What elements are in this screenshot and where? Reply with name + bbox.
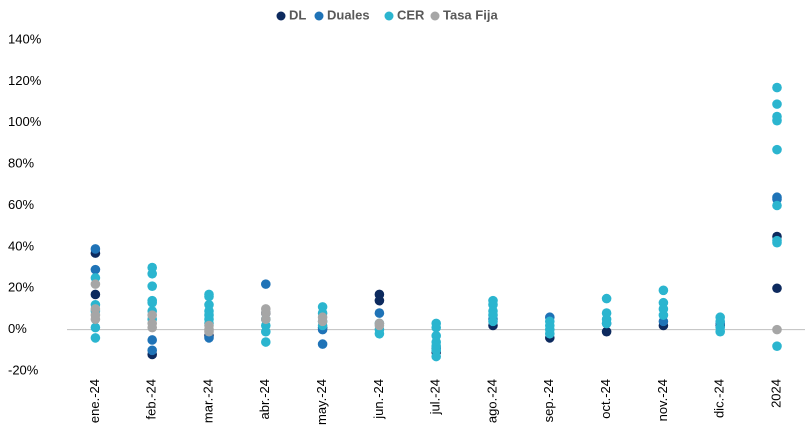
x-tick-label: nov.-24 xyxy=(655,379,670,421)
dot xyxy=(772,99,782,109)
dot xyxy=(90,322,101,333)
y-tick-label: 0% xyxy=(8,321,27,336)
y-tick-label: 20% xyxy=(8,280,34,295)
dot xyxy=(772,237,782,248)
dot xyxy=(488,316,498,327)
dot xyxy=(90,244,101,254)
dot xyxy=(772,82,782,93)
dot xyxy=(772,115,782,126)
dot xyxy=(431,322,442,333)
dot xyxy=(601,318,612,329)
dot xyxy=(545,328,555,339)
dot xyxy=(90,279,101,289)
dot xyxy=(374,320,385,331)
x-tick-label: abr.-24 xyxy=(257,379,272,419)
dot xyxy=(147,310,157,320)
dot xyxy=(204,326,214,337)
dot xyxy=(772,283,782,294)
dot xyxy=(772,324,782,335)
legend-marker xyxy=(384,11,394,21)
dot xyxy=(261,279,271,289)
dot xyxy=(147,345,157,356)
dot xyxy=(147,335,157,345)
x-tick-label: ago.-24 xyxy=(484,379,499,423)
x-tick-label: may.-24 xyxy=(314,379,329,425)
legend-label: Tasa Fija xyxy=(443,7,498,22)
dot xyxy=(90,289,101,300)
dot xyxy=(772,200,782,211)
dot xyxy=(374,308,385,318)
dot xyxy=(431,351,442,362)
y-tick-label: 40% xyxy=(8,238,34,253)
dot xyxy=(374,328,385,339)
legend-label: CER xyxy=(397,7,425,22)
dot xyxy=(601,293,612,304)
dot xyxy=(772,341,782,351)
dot xyxy=(715,326,725,337)
dot xyxy=(601,326,612,337)
dot xyxy=(147,268,157,279)
dot xyxy=(374,295,385,306)
dot xyxy=(261,326,271,337)
legend-marker xyxy=(276,11,286,21)
y-tick-label: 120% xyxy=(8,73,42,88)
legend-marker xyxy=(314,11,324,21)
x-tick-label: jun.-24 xyxy=(371,379,386,420)
dot xyxy=(90,314,101,325)
dot xyxy=(317,316,328,327)
y-tick-label: -20% xyxy=(8,362,39,377)
dot xyxy=(658,285,669,296)
x-tick-label: mar.-24 xyxy=(200,379,215,423)
dot xyxy=(147,322,157,333)
dot xyxy=(147,297,157,308)
y-tick-label: 80% xyxy=(8,156,34,171)
x-tick-label: 2024 xyxy=(768,379,783,408)
x-tick-label: ene.-24 xyxy=(87,379,102,423)
x-tick-label: jul.-24 xyxy=(428,379,443,415)
x-tick-label: dic.-24 xyxy=(712,379,727,418)
dot xyxy=(261,314,271,325)
dot xyxy=(147,281,157,291)
x-tick-label: feb.-24 xyxy=(144,379,159,419)
x-tick-label: oct.-24 xyxy=(598,379,613,419)
dot xyxy=(317,339,328,349)
dot xyxy=(90,264,101,275)
dot xyxy=(90,333,101,343)
x-tick-label: sep.-24 xyxy=(541,379,556,422)
legend-label: Duales xyxy=(327,7,370,22)
y-tick-label: 60% xyxy=(8,197,34,212)
dot xyxy=(658,310,669,320)
dot xyxy=(772,144,782,155)
dot xyxy=(261,337,271,347)
y-tick-label: 140% xyxy=(8,31,42,46)
y-tick-label: 100% xyxy=(8,114,42,129)
legend-label: DL xyxy=(289,7,306,22)
legend-marker xyxy=(430,11,440,21)
dot xyxy=(204,291,214,302)
